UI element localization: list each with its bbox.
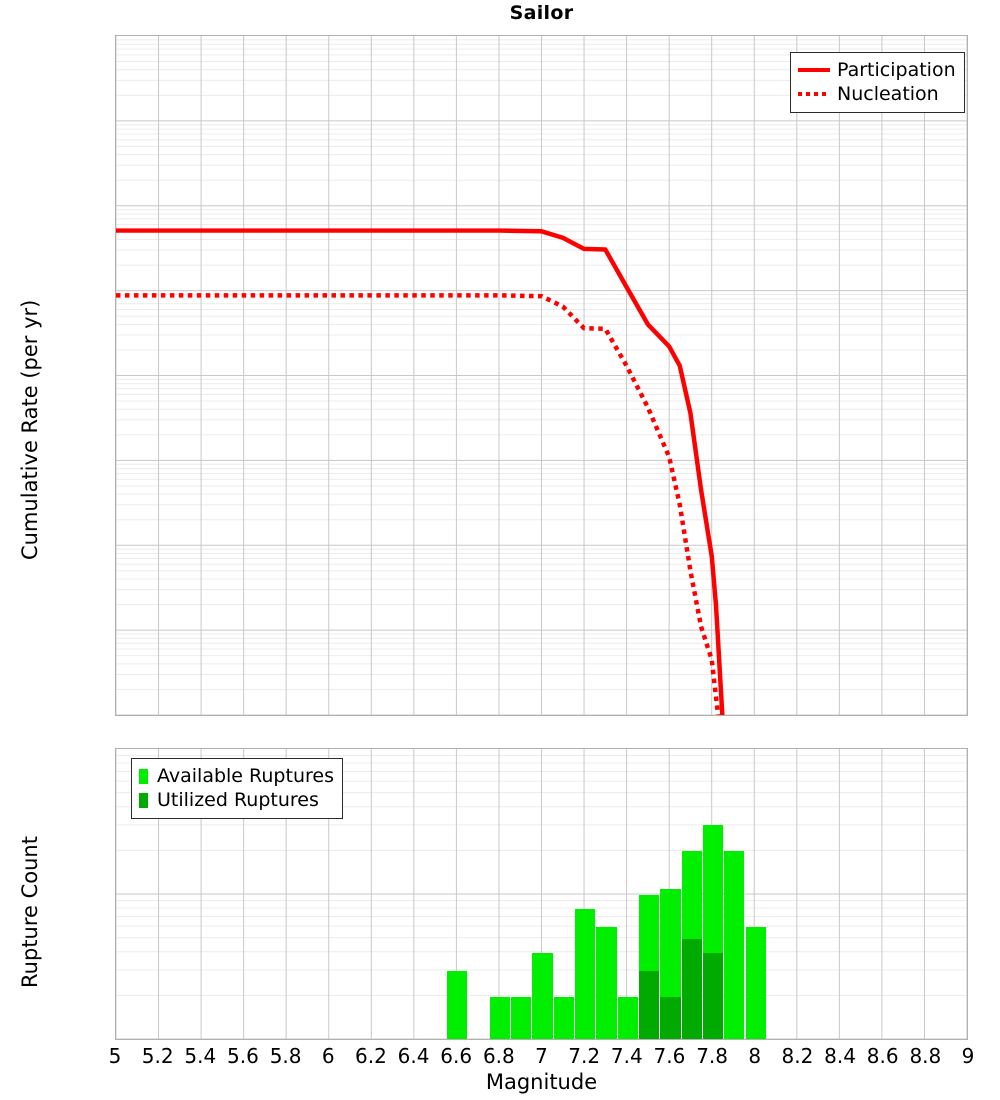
bar-utilized [681, 938, 702, 1039]
x-tick-label: 6.8 [482, 1044, 515, 1068]
legend-item-label: Participation [837, 59, 956, 81]
x-tick-label: 7.8 [696, 1044, 728, 1068]
x-tick-label: 5.4 [184, 1044, 217, 1068]
bottom-y-axis-ticks: 102101100742742 [0, 0, 112, 1100]
x-tick-label: 5 [108, 1044, 122, 1068]
bar-available [639, 895, 660, 1039]
x-tick-label: 8 [748, 1044, 762, 1068]
page-title: Sailor [509, 2, 574, 24]
bar-available [724, 851, 745, 1039]
x-tick-label: 8.2 [781, 1044, 814, 1068]
bottom-legend: Available Ruptures Utilized Ruptures [131, 758, 343, 819]
legend-item[interactable]: Nucleation [798, 82, 956, 106]
legend-item-label: Nucleation [837, 83, 939, 106]
x-tick-label: 8.4 [824, 1044, 856, 1068]
top-legend: Participation Nucleation [790, 52, 965, 113]
x-tick-label: 8.8 [909, 1044, 942, 1068]
x-tick-label: 7 [535, 1044, 548, 1068]
legend-item[interactable]: Participation [798, 58, 956, 82]
legend-item-label: Available Ruptures [157, 765, 334, 787]
x-tick-label: 5.8 [269, 1044, 302, 1068]
bar-available [553, 997, 574, 1039]
bar-utilized [703, 953, 724, 1039]
legend-item[interactable]: Utilized Ruptures [139, 788, 334, 812]
solid-line-icon [798, 68, 834, 73]
x-tick-label: 7.2 [568, 1044, 601, 1068]
bar-utilized [660, 997, 681, 1039]
bar-available [681, 851, 702, 1039]
color-swatch-icon [139, 768, 153, 784]
curve-participation [116, 228, 725, 715]
bar-available [596, 927, 617, 1039]
x-tick-label: 8.6 [866, 1044, 899, 1068]
bar-available [660, 888, 681, 1039]
x-tick-label: 5.6 [227, 1044, 259, 1068]
x-tick-label: 6.6 [440, 1044, 473, 1068]
x-tick-label: 7.6 [653, 1044, 686, 1068]
bar-available [745, 927, 766, 1039]
legend-item-label: Utilized Ruptures [157, 789, 319, 812]
x-tick-label: 6 [321, 1044, 335, 1068]
dotted-line-icon [798, 92, 834, 97]
bar-available [575, 909, 596, 1039]
bar-available [511, 997, 532, 1039]
cumulative-rate-chart [115, 35, 968, 716]
top-gridlines [116, 36, 967, 715]
x-tick-label: 9 [961, 1044, 975, 1068]
x-tick-label: 5.2 [141, 1044, 174, 1068]
bar-available [489, 997, 510, 1039]
bar-available [447, 971, 468, 1039]
x-tick-label: 6.2 [354, 1044, 387, 1068]
top-curves [116, 228, 725, 715]
x-tick-label: 6.4 [397, 1044, 430, 1068]
legend-item[interactable]: Available Ruptures [139, 764, 334, 788]
bar-utilized [639, 971, 660, 1039]
x-tick-label: 7.4 [610, 1044, 643, 1068]
x-axis-title: Magnitude [485, 1070, 598, 1094]
bottom-y-axis-title: Rupture Count [18, 836, 42, 988]
bar-available [703, 825, 724, 1039]
color-swatch-icon [139, 792, 153, 808]
curve-nucleation [116, 293, 721, 715]
bar-available [532, 953, 553, 1039]
bar-available [617, 997, 638, 1039]
